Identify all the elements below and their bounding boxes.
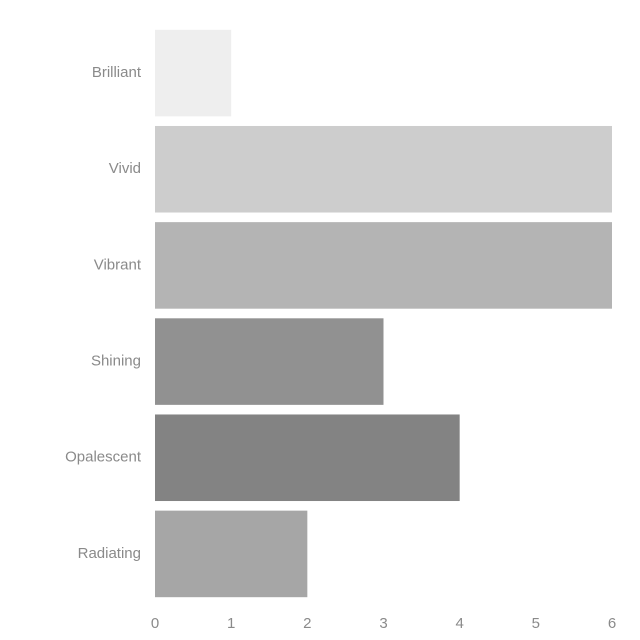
category-label-brilliant: Brilliant: [92, 64, 142, 81]
category-label-vibrant: Vibrant: [94, 256, 142, 273]
bar-vivid: [155, 125, 612, 213]
category-label-vivid: Vivid: [109, 160, 141, 177]
x-tick-label: 0: [151, 615, 159, 632]
x-tick-label: 6: [608, 615, 616, 632]
bars-group: [155, 29, 612, 598]
category-label-opalescent: Opalescent: [65, 449, 142, 466]
category-labels: Brilliant Vivid Vibrant Shining Opalescent Ra…: [65, 64, 142, 562]
bar-radiating: [155, 510, 308, 598]
bar-opalescent: [155, 414, 460, 502]
bar-brilliant: [155, 29, 232, 117]
bar-shining: [155, 318, 384, 405]
x-tick-label: 5: [532, 615, 540, 632]
category-label-shining: Shining: [91, 353, 141, 370]
x-tick-label: 3: [379, 615, 387, 632]
x-tick-label: 4: [455, 615, 463, 632]
x-tick-label: 1: [227, 615, 235, 632]
category-label-radiating: Radiating: [78, 545, 141, 562]
x-tick-labels: 0 1 2 3 4 5 6: [151, 615, 616, 632]
bar-vibrant: [155, 222, 612, 309]
x-tick-label: 2: [303, 615, 311, 632]
